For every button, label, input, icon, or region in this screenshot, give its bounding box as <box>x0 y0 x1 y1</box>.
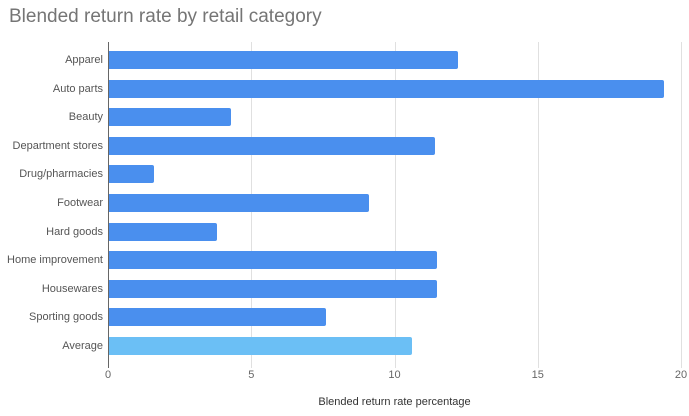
bar-beauty[interactable] <box>109 108 232 127</box>
category-label: Drug/pharmacies <box>19 168 103 181</box>
category-label: Hard goods <box>46 225 103 238</box>
gridline <box>681 42 682 368</box>
x-tick-label: 10 <box>388 369 401 381</box>
x-tick-label: 20 <box>674 369 688 381</box>
category-label: Home improvement <box>7 254 103 267</box>
gridline <box>537 42 539 368</box>
bar-department-stores[interactable] <box>109 136 435 155</box>
category-label: Average <box>62 340 103 352</box>
category-label: Housewares <box>41 282 103 295</box>
x-axis-label: Blended return rate percentage <box>318 396 471 408</box>
bar-auto-parts[interactable] <box>109 79 664 98</box>
y-axis-line <box>108 42 109 368</box>
bar-average[interactable] <box>109 337 412 355</box>
bar-home-improvement[interactable] <box>109 251 438 270</box>
category-label: Beauty <box>68 111 103 124</box>
category-label: Department stores <box>12 139 103 152</box>
category-label: Sporting goods <box>29 311 103 324</box>
x-tick-label: 0 <box>104 369 112 381</box>
chart-title: Blended return rate by retail category <box>9 6 322 27</box>
plot-area <box>108 42 682 368</box>
category-label: Auto parts <box>52 82 103 95</box>
x-tick-label: 15 <box>531 369 544 381</box>
bar-footwear[interactable] <box>109 194 369 212</box>
bar-housewares[interactable] <box>109 279 438 298</box>
bar-hard-goods[interactable] <box>109 222 217 241</box>
category-label: Footwear <box>57 197 103 209</box>
x-tick-label: 5 <box>248 369 255 381</box>
bar-sporting-goods[interactable] <box>109 308 326 327</box>
bar-apparel[interactable] <box>109 51 458 69</box>
bar-drug-pharmacies[interactable] <box>109 165 154 184</box>
category-label: Apparel <box>65 54 103 66</box>
gridline <box>394 42 396 368</box>
